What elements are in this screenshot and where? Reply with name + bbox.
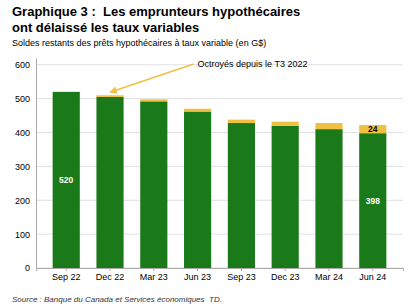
- tick-mark: [110, 268, 111, 271]
- chart: Graphique 3 : Les emprunteurs hypothécai…: [0, 0, 413, 308]
- grid: [36, 65, 403, 268]
- tick-label: 500: [15, 94, 30, 104]
- bar: [53, 91, 80, 92]
- tick: 600: [15, 60, 36, 70]
- tick: 300: [15, 162, 36, 172]
- bar: [96, 97, 123, 268]
- bar: [359, 125, 386, 133]
- tick-label: 300: [15, 162, 30, 172]
- data-labels: 520 398 24: [59, 124, 380, 205]
- tick-mark: [372, 268, 373, 271]
- bar: [53, 92, 80, 268]
- tick: Sep 22: [52, 268, 81, 282]
- tick: 500: [15, 94, 36, 104]
- tick: Sep 23: [227, 268, 256, 282]
- data-label: 520: [59, 175, 73, 185]
- bar: [184, 109, 211, 112]
- tick-label: 400: [15, 128, 30, 138]
- tick-label: Sep 22: [52, 272, 81, 282]
- axis-line: [36, 59, 37, 269]
- tick: Dec 22: [96, 268, 125, 282]
- title: Graphique 3 : Les emprunteurs hypothécai…: [12, 4, 300, 19]
- tick-label: 100: [15, 230, 30, 240]
- tick-label: Jun 24: [359, 272, 386, 282]
- tick-label: 0: [25, 263, 30, 273]
- bar: [140, 99, 167, 101]
- annotation-arrow: [110, 64, 194, 92]
- tick: Mar 23: [140, 268, 168, 282]
- title: ont délaissé les taux variables: [12, 20, 199, 35]
- axis-line: [37, 269, 404, 272]
- tick: 200: [15, 196, 36, 206]
- tick-label: Jun 23: [184, 272, 211, 282]
- series: [96, 95, 386, 133]
- annotation: Octroyés depuis le T3 2022: [198, 59, 308, 69]
- tick: 100: [15, 230, 36, 240]
- bar: [228, 120, 255, 123]
- data-label: 398: [366, 196, 380, 206]
- bar: [315, 123, 342, 129]
- tick: Dec 23: [271, 268, 300, 282]
- y-axis: 0 100 200 300 400 500 600: [15, 59, 37, 274]
- bar: [315, 129, 342, 268]
- tick-label: Dec 22: [96, 272, 125, 282]
- grid-line: [36, 234, 403, 235]
- tick-label: Sep 23: [227, 272, 256, 282]
- grid-line: [36, 98, 403, 99]
- tick-mark: [241, 268, 242, 271]
- tick-mark: [153, 268, 154, 271]
- tick-label: Mar 24: [315, 272, 343, 282]
- tick-mark: [285, 268, 286, 271]
- tick-label: Dec 23: [271, 272, 300, 282]
- tick-label: Mar 23: [140, 272, 168, 282]
- subtitle: Soldes restants des prêts hypothécaires …: [12, 38, 266, 48]
- bar: [359, 133, 386, 268]
- bar: [184, 112, 211, 268]
- bars: [53, 92, 387, 268]
- tick-label: 200: [15, 196, 30, 206]
- tick-mark: [66, 268, 67, 271]
- x-axis: Sep 22 Dec 22 Mar 23 Jun 23 Sep 23 Dec 23 Mar …: [37, 268, 404, 282]
- tick: 400: [15, 128, 36, 138]
- grid-line: [36, 132, 403, 133]
- tick: Jun 24: [359, 268, 386, 282]
- bar: [272, 126, 299, 268]
- bar: [96, 95, 123, 97]
- tick-label: 600: [15, 60, 30, 70]
- tick: Jun 23: [184, 268, 211, 282]
- grid-line: [36, 200, 403, 201]
- grid-line: [36, 166, 403, 167]
- bar: [140, 101, 167, 268]
- tick-mark: [328, 268, 329, 271]
- series: [53, 92, 387, 268]
- bar: [228, 123, 255, 268]
- tick: 0: [25, 263, 36, 273]
- data-label: 24: [368, 124, 378, 134]
- tick: Mar 24: [315, 268, 343, 282]
- bar: [272, 122, 299, 126]
- tick-mark: [197, 268, 198, 271]
- source: Source : Banque du Canada et Services éc…: [12, 295, 222, 304]
